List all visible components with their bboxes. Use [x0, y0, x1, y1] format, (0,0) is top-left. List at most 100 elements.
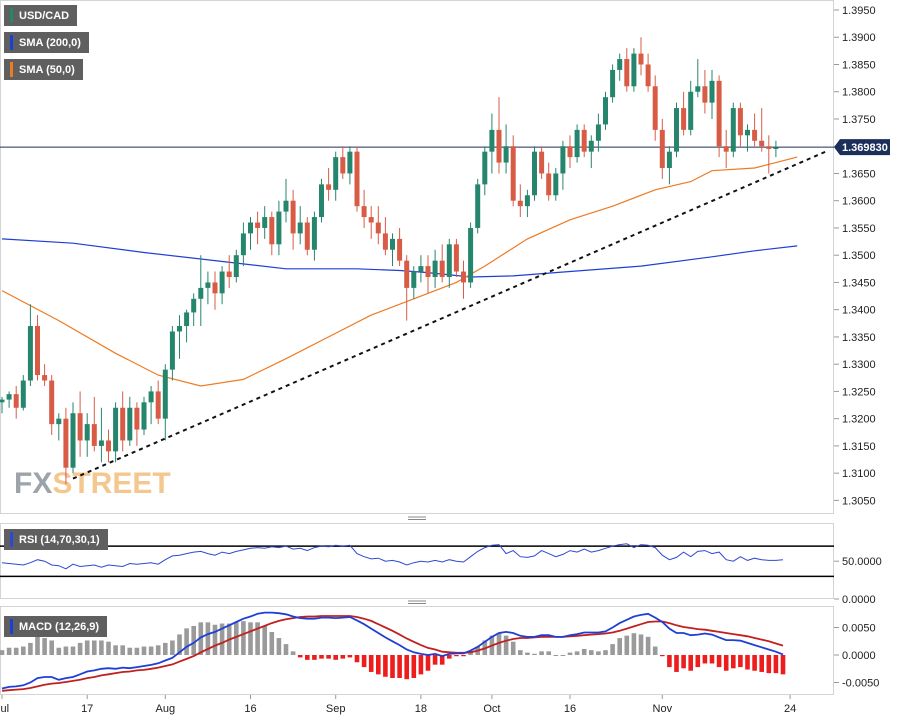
macd-histogram-bar — [546, 651, 551, 655]
macd-histogram-bar — [567, 652, 573, 655]
candle-body — [255, 222, 261, 228]
xtick-label: 24 — [784, 703, 796, 715]
candle-body — [624, 59, 630, 87]
macd-signal-line — [1, 615, 784, 692]
candle-body — [532, 151, 537, 196]
macd-histogram-bar — [461, 655, 466, 657]
xtick-label: Nov — [653, 703, 673, 715]
candle-body — [489, 129, 495, 152]
candle-body — [468, 227, 474, 283]
legend-sma50[interactable]: SMA (50,0) — [4, 59, 83, 80]
macd-histogram-bar — [262, 625, 267, 655]
macd-ytick-label: 0.0000 — [842, 650, 876, 662]
price-ytick-label: 1.3550 — [842, 223, 876, 235]
macd-histogram-bar — [681, 655, 686, 669]
macd-histogram-bar — [198, 622, 204, 655]
candle-body — [517, 200, 523, 207]
macd-histogram-bar — [397, 655, 402, 678]
price-ytick-label: 1.3200 — [842, 414, 876, 426]
candle-body — [539, 151, 545, 174]
candle-body — [574, 129, 580, 158]
macd-histogram-bar — [305, 655, 310, 660]
legend-symbol[interactable]: USD/CAD — [4, 5, 78, 26]
macd-histogram-bar — [163, 642, 168, 655]
legend-sma200[interactable]: SMA (200,0) — [4, 32, 89, 53]
candle-body — [446, 244, 452, 277]
macd-histogram-bar — [333, 655, 338, 660]
rsi-series — [0, 543, 834, 578]
candle-body — [546, 173, 552, 196]
candle-body — [645, 64, 651, 87]
pane-resize-handle-macd[interactable] — [408, 600, 426, 604]
macd-histogram-bar — [70, 646, 76, 655]
macd-histogram-bar — [645, 636, 651, 655]
macd-histogram-bar — [773, 655, 779, 674]
watermark-street: STREET — [52, 467, 170, 500]
macd-ytick-label: 0.0050 — [842, 623, 876, 635]
macd-histogram-bar — [716, 655, 722, 668]
candle-body — [723, 146, 729, 152]
candle-body — [659, 129, 665, 169]
macd-histogram-bar — [63, 646, 69, 655]
candle-body — [496, 129, 502, 163]
macd-histogram-bar — [709, 655, 715, 664]
candle-body — [148, 391, 154, 403]
candle-body — [240, 233, 246, 256]
macd-histogram-bar — [766, 655, 772, 674]
candle-body — [6, 394, 12, 400]
macd-histogram-bar — [21, 646, 26, 655]
legend-macd[interactable]: MACD (12,26,9) — [4, 616, 108, 637]
price-series — [0, 37, 834, 485]
macd-histogram-bar — [134, 647, 140, 655]
price-ytick-label: 1.3100 — [842, 468, 876, 480]
macd-histogram-bar — [418, 655, 424, 675]
macd-histogram-bar — [49, 640, 54, 655]
candle-body — [0, 399, 5, 403]
macd-histogram-bar — [518, 650, 523, 655]
candle-body — [205, 282, 211, 288]
xtick-label: Sep — [326, 703, 346, 715]
candle-body — [510, 146, 516, 201]
candle-body — [674, 108, 679, 152]
macd-histogram-bar — [780, 655, 786, 675]
candle-body — [134, 407, 140, 430]
xtick-label: 17 — [81, 703, 93, 715]
macd-histogram-bar — [290, 651, 296, 655]
macd-histogram-bar — [191, 625, 196, 655]
macd-histogram-bar — [610, 644, 615, 655]
pane-resize-handle-rsi[interactable] — [408, 516, 426, 520]
candle-body — [404, 260, 410, 288]
candle-body — [382, 233, 388, 250]
candle-body — [759, 140, 765, 147]
candle-body — [730, 108, 736, 152]
legend-rsi[interactable]: RSI (14,70,30,1) — [4, 529, 108, 550]
candle-body — [333, 157, 339, 190]
candle-body — [63, 418, 69, 468]
candle-body — [42, 375, 48, 381]
xtick-label: 16 — [564, 703, 576, 715]
candle-body — [773, 147, 779, 149]
price-ytick-label: 1.3150 — [842, 441, 876, 453]
rsi-pane — [0, 523, 834, 599]
candle-body — [666, 151, 672, 169]
xtick-label: Aug — [156, 703, 176, 715]
price-ytick-label: 1.3250 — [842, 386, 876, 398]
watermark-fx: FX — [14, 467, 52, 500]
candle-body — [432, 260, 438, 277]
macd-histogram-bar — [177, 634, 182, 655]
price-ytick-label: 1.3800 — [842, 87, 876, 99]
macd-histogram-bar — [560, 655, 566, 656]
macd-histogram-bar — [731, 655, 736, 669]
candle-body — [368, 217, 374, 223]
candle-body — [652, 86, 658, 130]
macd-series — [0, 611, 786, 692]
macd-histogram-bar — [596, 651, 601, 655]
candle-body — [290, 200, 296, 234]
macd-histogram-bar — [454, 655, 459, 657]
price-ytick-label: 1.3350 — [842, 332, 876, 344]
price-ytick-label: 1.3050 — [842, 495, 876, 507]
candle-body — [49, 380, 55, 425]
legend-symbol-label: USD/CAD — [19, 9, 70, 22]
candle-body — [248, 222, 253, 234]
